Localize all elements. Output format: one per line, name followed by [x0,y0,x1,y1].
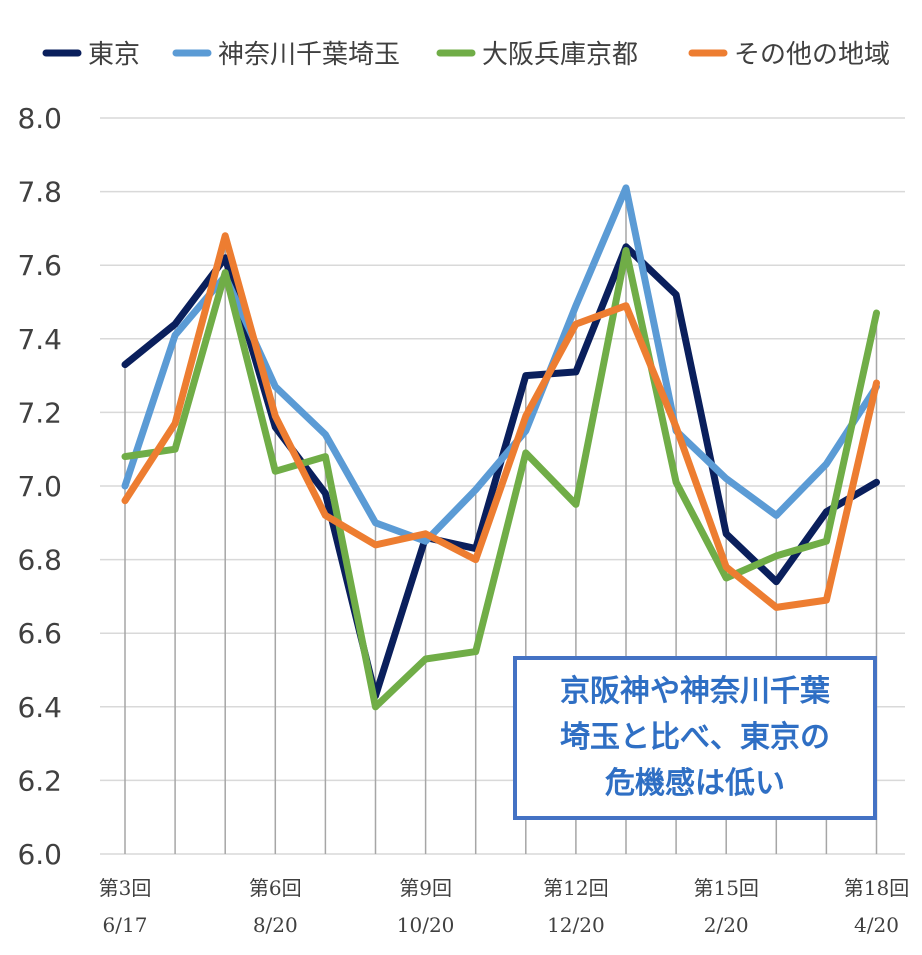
y-axis: 6.0 6.2 6.4 6.6 6.8 7.0 7.2 7.4 7.6 7.8 8.0 [17,102,62,871]
x-tick-date-label: 12/20 [547,913,605,937]
x-tick-label: 第15回 [693,876,758,900]
y-tick-label: 7.0 [17,470,62,503]
x-tick-date-label: 8/20 [253,913,298,937]
x-tick-date-label: 4/20 [854,913,899,937]
legend-label: 大阪兵庫京都 [482,40,638,70]
x-tick-label: 第6回 [249,876,302,900]
x-tick-label: 第9回 [399,876,452,900]
series-line-3 [121,247,880,711]
x-tick-date-label: 2/20 [704,913,749,937]
legend: 東京 神奈川千葉埼玉 大阪兵庫京都 その他の地域 [42,40,890,70]
legend-label: 神奈川千葉埼玉 [218,40,400,70]
legend-label: その他の地域 [734,40,890,70]
series-lines [121,184,880,711]
y-tick-label: 6.8 [17,544,62,577]
y-tick-label: 7.2 [17,396,62,429]
callout-line-1: 京阪神や神奈川千葉 [560,674,830,709]
y-tick-label: 6.6 [17,617,62,650]
annotation-callout: 京阪神や神奈川千葉 埼玉と比べ、東京の 危機感は低い [513,656,877,820]
x-tick-label: 第3回 [99,876,152,900]
y-tick-label: 7.4 [17,323,62,356]
y-tick-label: 6.4 [17,691,62,724]
y-tick-label: 6.0 [17,838,62,871]
x-tick-label: 第12回 [543,876,608,900]
y-tick-label: 7.8 [17,176,62,209]
x-tick-date-label: 10/20 [397,913,455,937]
callout-line-2: 埼玉と比べ、東京の [560,720,830,755]
series-line-4 [121,232,880,611]
y-tick-label: 6.2 [17,764,62,797]
x-tick-label: 第18回 [844,876,909,900]
y-tick-label: 7.6 [17,249,62,282]
y-tick-label: 8.0 [17,102,62,135]
legend-label: 東京 [88,40,140,70]
x-tick-date-label: 6/17 [103,913,148,937]
x-axis: 第3回 6/17 第6回 8/20 第9回 10/20 第12回 12/20 第15回 2/20 第… [99,876,910,937]
callout-line-3: 危機感は低い [605,766,785,801]
